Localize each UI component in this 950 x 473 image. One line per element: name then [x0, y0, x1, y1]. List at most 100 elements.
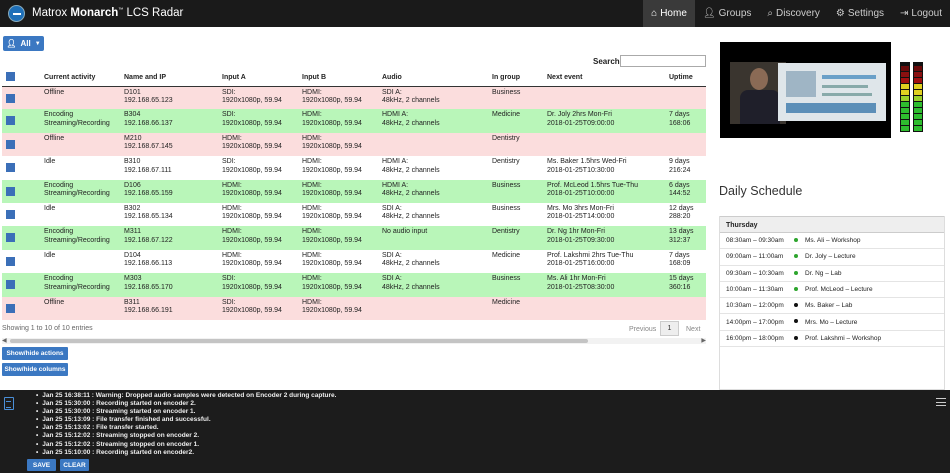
- cell-input-a-line2: 1920x1080p, 59.94: [222, 283, 282, 291]
- cell-next-event-line1: Ms. Ali 1hr Mon-Fri: [547, 275, 606, 283]
- table-row[interactable]: Idle B302 192.168.65.134 HDMI: 1920x1080p, 5…: [2, 202, 706, 227]
- pagination-previous[interactable]: Previous: [629, 326, 657, 333]
- cell-input-a-line2: 1920x1080p, 59.94: [222, 119, 282, 127]
- cell-next-event: [545, 132, 667, 157]
- nav-logout-label: Logout: [911, 8, 942, 19]
- cell-input-b: HDMI: 1920x1080p, 59.94: [300, 226, 380, 250]
- log-entry: Jan 25 15:12:02 : Streaming stopped on e…: [36, 432, 336, 440]
- cell-uptime: 9 days 216:24: [667, 156, 706, 180]
- row-checkbox[interactable]: [2, 249, 42, 274]
- col-header-next-event[interactable]: Next event: [545, 70, 667, 87]
- log-clear-button[interactable]: CLEAR: [60, 459, 89, 471]
- cell-input-b: HDMI: 1920x1080p, 59.94: [300, 249, 380, 274]
- gear-icon: ⚙: [835, 8, 845, 19]
- table-row[interactable]: Offline B311 192.168.66.191 SDI: 1920x1080p,…: [2, 296, 706, 320]
- col-header-input-a[interactable]: Input A: [220, 70, 300, 87]
- table-row[interactable]: Encoding Streaming/Recording M303 192.168.6…: [2, 273, 706, 297]
- col-header-input-b[interactable]: Input B: [300, 70, 380, 87]
- table-row[interactable]: Idle D104 192.168.66.113 HDMI: 1920x1080p, 5…: [2, 249, 706, 274]
- group-filter-dropdown[interactable]: 👤︎ All ▼: [3, 36, 44, 51]
- cell-group-text: Business: [492, 275, 521, 283]
- cell-activity: Idle: [42, 156, 122, 180]
- col-header-group[interactable]: In group: [490, 70, 545, 87]
- pagination-next[interactable]: Next: [686, 326, 701, 333]
- cell-input-a-line2: 1920x1080p, 59.94: [222, 260, 282, 268]
- col-header-name[interactable]: Name and IP: [122, 70, 220, 87]
- table-row[interactable]: Encoding Streaming/Recording B304 192.168.6…: [2, 109, 706, 133]
- video-slide-image: [778, 63, 886, 121]
- cell-audio: No audio input: [380, 226, 490, 250]
- col-header-activity[interactable]: Current activity: [42, 70, 122, 87]
- cell-next-event-line1: Dr. Ng 1hr Mon-Fri: [547, 228, 605, 236]
- row-checkbox[interactable]: [2, 132, 42, 157]
- cell-activity-line1: Offline: [44, 88, 65, 96]
- col-header-audio[interactable]: Audio: [380, 70, 490, 87]
- nav-home[interactable]: ⌂ Home: [643, 0, 695, 27]
- table-row[interactable]: Encoding Streaming/Recording D106 192.168.6…: [2, 179, 706, 203]
- select-all-checkbox[interactable]: [2, 70, 42, 87]
- cell-next-event: Dr. Ng 1hr Mon-Fri 2018-01-25T09:30:00: [545, 226, 667, 250]
- row-checkbox[interactable]: [2, 202, 42, 227]
- meter-segment: [901, 96, 909, 101]
- log-save-button[interactable]: SAVE: [27, 459, 56, 471]
- scroll-right-icon[interactable]: ▶: [701, 338, 706, 344]
- cell-input-b-line2: 1920x1080p, 59.94: [302, 307, 362, 315]
- row-checkbox[interactable]: [2, 226, 42, 250]
- cell-name-ip-line2: 192.168.65.170: [124, 283, 173, 291]
- col-header-uptime[interactable]: Uptime: [667, 70, 706, 87]
- cell-uptime-line2: 216:24: [669, 166, 691, 174]
- show-hide-actions-button[interactable]: Show/hide actions: [2, 347, 68, 360]
- cell-activity: Encoding Streaming/Recording: [42, 226, 122, 250]
- cell-next-event: Prof. McLeod 1.5hrs Tue-Thu 2018-01-25T10…: [545, 179, 667, 203]
- meter-segment: [914, 90, 922, 95]
- scroll-left-icon[interactable]: ◀: [2, 338, 7, 344]
- schedule-title: Daily Schedule: [719, 184, 803, 198]
- cell-audio: SDI A: 48kHz, 2 channels: [380, 86, 490, 110]
- table-row[interactable]: Encoding Streaming/Recording M311 192.168.6…: [2, 226, 706, 250]
- cell-name-ip-line2: 192.168.66.113: [124, 260, 173, 268]
- schedule-time: 16:00pm – 18:00pm: [726, 334, 784, 342]
- status-dot-icon: [794, 286, 798, 291]
- cell-input-b: HDMI: 1920x1080p, 59.94: [300, 273, 380, 297]
- cell-input-a: SDI: 1920x1080p, 59.94: [220, 109, 300, 133]
- table-horizontal-scrollbar[interactable]: ◀ ▶: [2, 338, 706, 344]
- cell-activity-line1: Encoding: [44, 111, 74, 119]
- row-checkbox[interactable]: [2, 86, 42, 110]
- meter-segment: [914, 108, 922, 113]
- row-checkbox[interactable]: [2, 179, 42, 203]
- show-hide-columns-button[interactable]: Show/hide columns: [2, 363, 68, 376]
- log-entry: Jan 25 15:13:09 : File transfer finished…: [36, 416, 336, 424]
- cell-activity-line1: Offline: [44, 298, 65, 306]
- search-label: Search:: [593, 57, 623, 66]
- menu-icon[interactable]: [936, 398, 946, 406]
- schedule-time: 09:00am – 11:00am: [726, 253, 784, 261]
- nav-discovery[interactable]: ⌕ Discovery: [759, 0, 828, 27]
- video-preview[interactable]: [720, 42, 891, 138]
- cell-audio: HDMI A: 48kHz, 2 channels: [380, 156, 490, 180]
- table-row[interactable]: Offline M210 192.168.67.145 HDMI: 1920x1080p…: [2, 132, 706, 157]
- cell-next-event: Ms. Baker 1.5hrs Wed-Fri 2018-01-25T10:30…: [545, 156, 667, 180]
- schedule-item: 10:30am – 12:00pm Ms. Baker – Lab: [720, 298, 944, 315]
- cell-next-event-line1: Prof. Lakshmi 2hrs Tue-Thu: [547, 251, 634, 259]
- schedule-event: Prof. McLeod – Lecture: [805, 286, 873, 294]
- table-row[interactable]: Idle B310 192.168.67.111 SDI: 1920x1080p, 59…: [2, 156, 706, 180]
- cell-group-text: Dentistry: [492, 228, 520, 236]
- row-checkbox[interactable]: [2, 109, 42, 133]
- nav-groups[interactable]: 👤︎ Groups: [695, 0, 760, 27]
- nav-settings[interactable]: ⚙ Settings: [828, 0, 892, 27]
- cell-group: Business: [490, 86, 545, 110]
- row-checkbox[interactable]: [2, 296, 42, 320]
- nav-logout[interactable]: ⇥ Logout: [892, 0, 950, 27]
- table-row[interactable]: Offline D101 192.168.65.123 SDI: 1920x1080p,…: [2, 86, 706, 110]
- cell-input-a: HDMI: 1920x1080p, 59.94: [220, 202, 300, 227]
- cell-group: Medicine: [490, 249, 545, 274]
- cell-input-a-line1: HDMI:: [222, 181, 242, 189]
- search-input[interactable]: [620, 55, 706, 67]
- cell-input-b-line2: 1920x1080p, 59.94: [302, 143, 362, 151]
- cell-uptime-line2: 168:06: [669, 119, 691, 127]
- schedule-item: 14:00pm – 17:00pm Mrs. Mo – Lecture: [720, 314, 944, 331]
- row-checkbox[interactable]: [2, 273, 42, 297]
- row-checkbox[interactable]: [2, 156, 42, 180]
- scrollbar-thumb[interactable]: [10, 339, 588, 343]
- pagination-page-current[interactable]: 1: [660, 321, 679, 336]
